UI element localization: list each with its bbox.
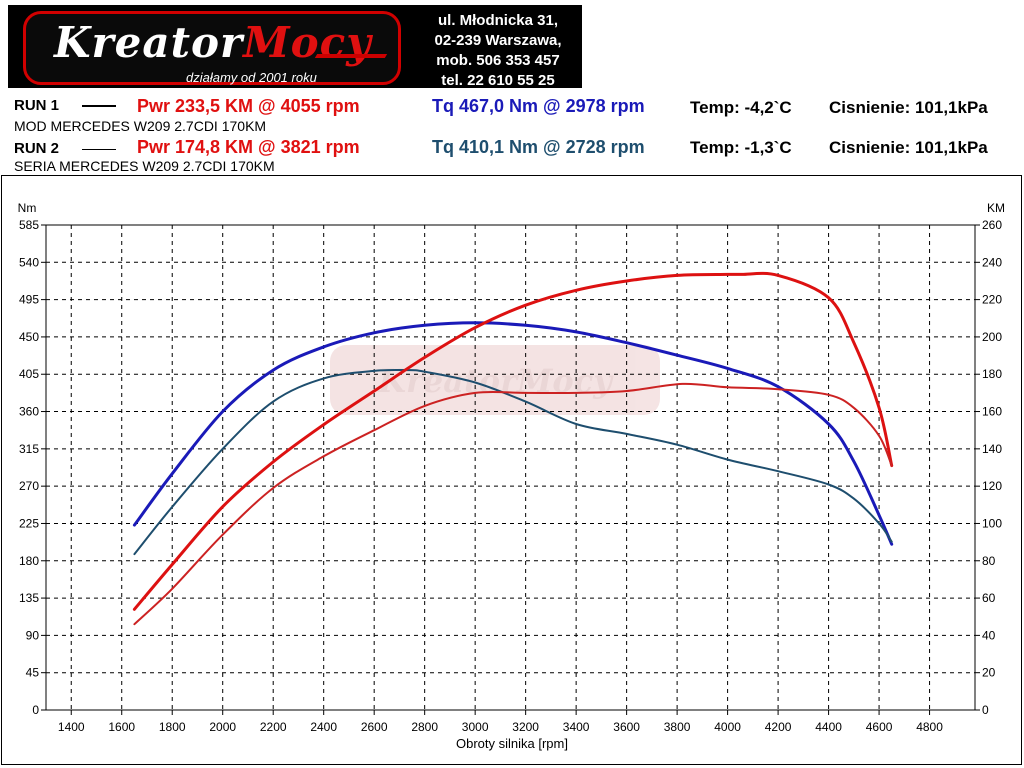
run2-torque: Tq 410,1 Nm @ 2728 rpm [432,137,645,157]
run2-description: SERIA MERCEDES W209 2.7CDI 170KM [14,158,275,174]
x-tick-label: 1600 [108,720,135,734]
y-right-tick-label: 0 [982,703,989,717]
y-right-tick-label: 120 [982,479,1002,493]
x-tick-label: 4200 [765,720,792,734]
run2-power: Pwr 174,8 KM @ 3821 rpm [137,137,360,157]
y-right-tick-label: 260 [982,218,1002,232]
y-right-tick-label: 100 [982,516,1002,530]
y-left-tick-label: 180 [19,554,39,568]
address-line: ul. Młodnicka 31, [437,12,559,29]
logo-brand-b: Mocy [243,18,372,67]
x-tick-label: 2200 [260,720,287,734]
y-right-tick-label: 20 [982,666,996,680]
chart-series [132,271,894,626]
y-axis-left: 0 45 90 135 180 225 270 315 360 405 450 495 540 585 [19,218,46,717]
run2-pressure: Cisnienie: 101,1kPa [829,138,988,157]
run2-legend-line [82,149,116,150]
x-tick-label: 1400 [58,720,85,734]
run1-power: Pwr 233,5 KM @ 4055 rpm [137,96,360,116]
series-line-tq_run1 [132,321,894,546]
x-tick-label: 4000 [714,720,741,734]
y-left-tick-label: 0 [32,703,39,717]
y-left-tick-label: 315 [19,442,39,456]
y-left-tick-label: 450 [19,330,39,344]
x-tick-label: 4800 [916,720,943,734]
x-tick-label: 2000 [209,720,236,734]
chart-frame [1,175,1022,765]
x-tick-label: 4600 [866,720,893,734]
x-tick-label: 2800 [411,720,438,734]
svg-text:KreatorMocy: KreatorMocy [377,362,614,400]
run1-label: RUN 1 [14,97,60,114]
y-axis-left-label: Nm [18,201,37,215]
x-tick-label: 3800 [664,720,691,734]
series-line-pwr_run1 [132,271,894,611]
phone-landline: tel. 22 610 55 25 [441,72,555,89]
run1-torque: Tq 467,0 Nm @ 2978 rpm [432,96,645,116]
series-line-tq_run2 [133,368,893,556]
logo-tagline: działamy od 2001 roku [186,70,317,85]
logo-banner: KreatorMocy działamy od 2001 roku ul. Mł… [8,5,583,91]
y-right-tick-label: 140 [982,442,1002,456]
run1-legend-line [82,105,116,107]
run1-pressure: Cisnienie: 101,1kPa [829,98,988,117]
run1-temp: Temp: -4,2`C [690,98,792,117]
x-axis-label: Obroty silnika [rpm] [456,736,568,751]
address-block: ul. Młodnicka 31, 02-239 Warszawa, mob. … [413,11,583,91]
x-tick-label: 4400 [815,720,842,734]
y-left-tick-label: 270 [19,479,39,493]
x-tick-label: 3600 [613,720,640,734]
y-right-tick-label: 40 [982,628,996,642]
y-left-tick-label: 360 [19,405,39,419]
logo-brand-a: Kreator [54,18,244,67]
series-line-pwr_run2 [133,382,893,626]
y-left-tick-label: 135 [19,591,39,605]
x-tick-label: 3000 [462,720,489,734]
y-right-tick-label: 80 [982,554,996,568]
chart-grid [46,225,975,710]
y-right-tick-label: 200 [982,330,1002,344]
x-tick-label: 3200 [512,720,539,734]
y-axis-right: 0 20 40 60 80 100 120 140 160 180 200 220 240 260 [975,218,1002,717]
y-left-tick-label: 45 [26,666,40,680]
logo-frame: KreatorMocy działamy od 2001 roku [23,11,401,85]
x-tick-label: 2600 [361,720,388,734]
y-right-tick-label: 60 [982,591,996,605]
run1-description: MOD MERCEDES W209 2.7CDI 170KM [14,118,267,134]
y-axis-right-label: KM [987,201,1005,215]
x-tick-label: 2400 [310,720,337,734]
y-right-tick-label: 220 [982,293,1002,307]
phone-mobile: mob. 506 353 457 [436,52,560,69]
y-left-tick-label: 405 [19,367,39,381]
logo-wordmark: KreatorMocy [54,18,372,67]
y-left-tick-label: 540 [19,255,39,269]
y-left-tick-label: 225 [19,516,39,530]
y-left-tick-label: 90 [26,628,40,642]
y-right-tick-label: 180 [982,367,1002,381]
address-line: 02-239 Warszawa, [434,32,562,49]
x-tick-label: 3400 [563,720,590,734]
run2-temp: Temp: -1,3`C [690,138,792,157]
y-left-tick-label: 495 [19,293,39,307]
watermark-logo: KreatorMocy [330,345,660,415]
x-axis: 1400 1600 1800 2000 2200 2400 2600 2800 3000 3200… [58,710,943,734]
y-right-tick-label: 160 [982,405,1002,419]
y-left-tick-label: 585 [19,218,39,232]
plot-area [45,224,976,711]
x-tick-label: 1800 [159,720,186,734]
run2-label: RUN 2 [14,140,60,157]
y-right-tick-label: 240 [982,255,1002,269]
